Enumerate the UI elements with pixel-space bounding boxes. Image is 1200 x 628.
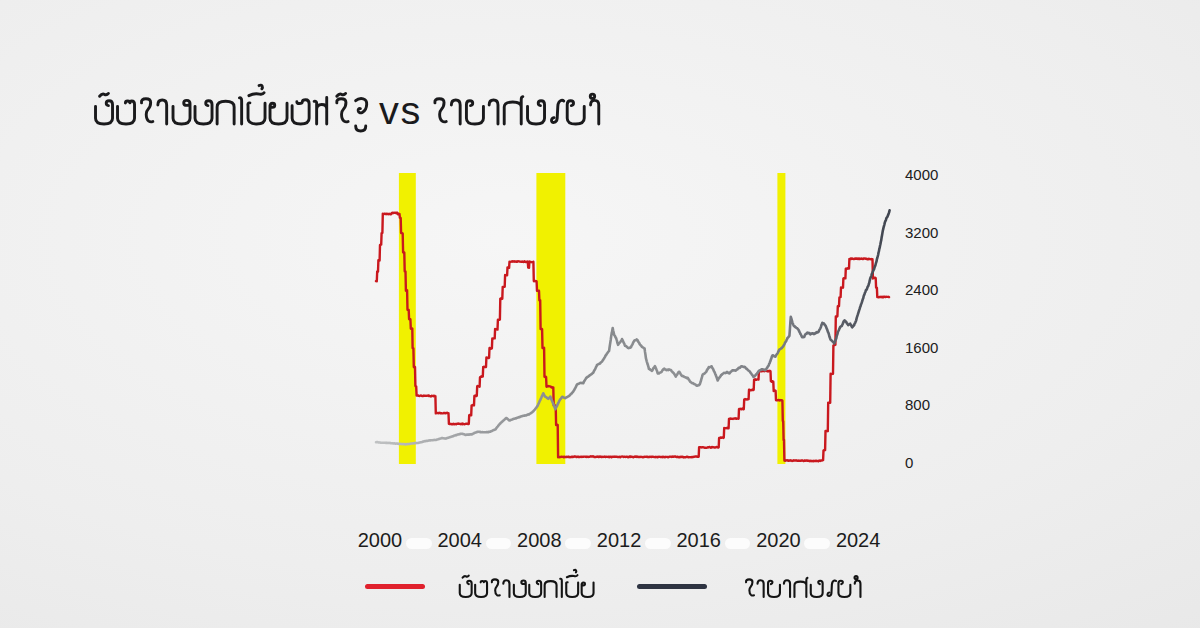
y-axis-label: 800: [905, 396, 930, 413]
recession-bands: [399, 173, 786, 464]
x-axis-strip: [565, 538, 591, 549]
y-axis-label: 1600: [905, 339, 938, 356]
page-background: { "title": "อัตราดอกเบี้ยสหรัฐ vs ราคาทอ…: [0, 0, 1200, 628]
legend-swatch-gold: [637, 584, 707, 589]
x-axis-strip: [406, 538, 432, 549]
recession-band: [399, 173, 416, 464]
legend-swatch-rate: [365, 584, 425, 589]
y-axis-label: 0: [905, 454, 913, 471]
legend-label-gold: [746, 576, 860, 597]
y-axis-label: 3200: [905, 224, 938, 241]
x-axis-label: 2016: [676, 529, 721, 552]
gold-line: [376, 210, 890, 444]
rate-line: [376, 213, 889, 462]
x-axis-strip: [486, 538, 512, 549]
svg-text:v: v: [379, 88, 399, 132]
recession-band: [777, 173, 785, 464]
x-axis-strip: [725, 538, 751, 549]
x-axis-label: 2024: [836, 529, 881, 552]
y-axis-label: 2400: [905, 281, 938, 298]
svg-text:s: s: [401, 88, 421, 132]
x-axis-label: 2020: [756, 529, 801, 552]
x-axis-strip: [645, 538, 671, 549]
x-axis-label: 2000: [358, 529, 403, 552]
chart-title: vs: [96, 85, 599, 132]
y-axis-label: 4000: [905, 166, 938, 183]
x-axis-label: 2004: [437, 529, 482, 552]
x-axis-label: 2012: [597, 529, 642, 552]
x-axis-strip: [804, 538, 830, 549]
x-axis-label: 2008: [517, 529, 562, 552]
legend-label-rate: [460, 570, 594, 597]
